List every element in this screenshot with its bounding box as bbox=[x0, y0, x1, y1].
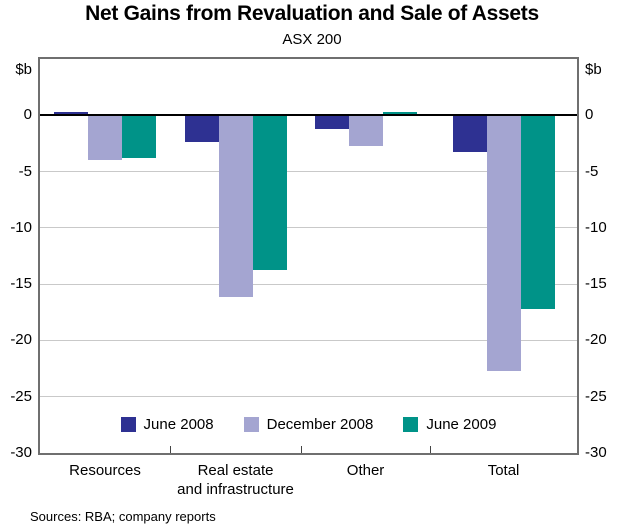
x-category-label: Other bbox=[346, 462, 385, 479]
y-tick-label: -25 bbox=[585, 387, 607, 405]
legend-swatch bbox=[403, 417, 419, 432]
plot-area: June 2008 December 2008 June 2009 bbox=[38, 57, 579, 455]
bar-june-2008 bbox=[314, 115, 349, 129]
y-axis-labels-right: 0 -5 -10 -15 -20 -25 -30 bbox=[585, 59, 623, 461]
bar-december-2008 bbox=[218, 115, 253, 297]
legend-label: June 2009 bbox=[426, 416, 497, 433]
legend-item: June 2009 bbox=[403, 416, 496, 433]
gridline bbox=[40, 227, 577, 229]
y-tick-label: -30 bbox=[585, 444, 607, 461]
y-axis-unit-right: $b bbox=[585, 61, 602, 78]
x-axis-category-labels: Resources Real estate and infrastructure O… bbox=[40, 461, 577, 505]
y-tick-label: -20 bbox=[10, 331, 32, 349]
bar-june-2009 bbox=[122, 115, 156, 159]
zero-axis-line bbox=[40, 114, 577, 117]
y-axis-labels-left: 0 -5 -10 -15 -20 -25 -30 bbox=[0, 59, 32, 461]
y-tick-label: -15 bbox=[585, 275, 607, 293]
y-tick-label: -5 bbox=[18, 162, 32, 180]
legend-swatch bbox=[243, 417, 259, 432]
x-axis-tick bbox=[429, 446, 431, 453]
y-tick-label: -5 bbox=[585, 162, 599, 180]
gridline bbox=[40, 171, 577, 173]
y-tick-label: 0 bbox=[585, 106, 594, 124]
bar-june-2009 bbox=[252, 115, 287, 270]
x-category-label: Total bbox=[487, 462, 520, 479]
bar-june-2008 bbox=[184, 115, 219, 143]
y-tick-label: 0 bbox=[23, 106, 32, 124]
y-tick-label: -10 bbox=[10, 218, 32, 236]
y-tick-label: -15 bbox=[10, 275, 32, 293]
y-tick-label: -10 bbox=[585, 218, 607, 236]
bar-june-2008 bbox=[452, 115, 487, 153]
legend-swatch bbox=[120, 417, 136, 432]
legend: June 2008 December 2008 June 2009 bbox=[40, 416, 577, 433]
gridline bbox=[40, 339, 577, 341]
y-axis-unit-left: $b bbox=[15, 61, 32, 78]
bar-december-2008 bbox=[348, 115, 383, 146]
gridline bbox=[40, 396, 577, 398]
bar-june-2009 bbox=[382, 111, 417, 116]
x-category-label: Real estate and infrastructure bbox=[177, 462, 294, 498]
chart-subtitle: ASX 200 bbox=[282, 31, 342, 48]
x-axis-tick bbox=[300, 446, 302, 453]
legend-item: December 2008 bbox=[243, 416, 374, 433]
source-note: Sources: RBA; company reports bbox=[30, 509, 216, 524]
x-category-label: Resources bbox=[69, 462, 141, 479]
legend-item: June 2008 bbox=[120, 416, 214, 433]
legend-label: June 2008 bbox=[143, 416, 214, 433]
bar-june-2008 bbox=[54, 111, 88, 116]
legend-label: December 2008 bbox=[266, 416, 374, 433]
bar-december-2008 bbox=[88, 115, 122, 161]
y-tick-label: -30 bbox=[10, 444, 32, 461]
x-axis-tick bbox=[169, 446, 171, 453]
bar-december-2008 bbox=[486, 115, 521, 371]
chart-title: Net Gains from Revaluation and Sale of A… bbox=[85, 2, 539, 25]
y-tick-label: -20 bbox=[585, 331, 607, 349]
bar-june-2009 bbox=[520, 115, 555, 309]
y-tick-label: -25 bbox=[10, 387, 32, 405]
gridline bbox=[40, 283, 577, 285]
